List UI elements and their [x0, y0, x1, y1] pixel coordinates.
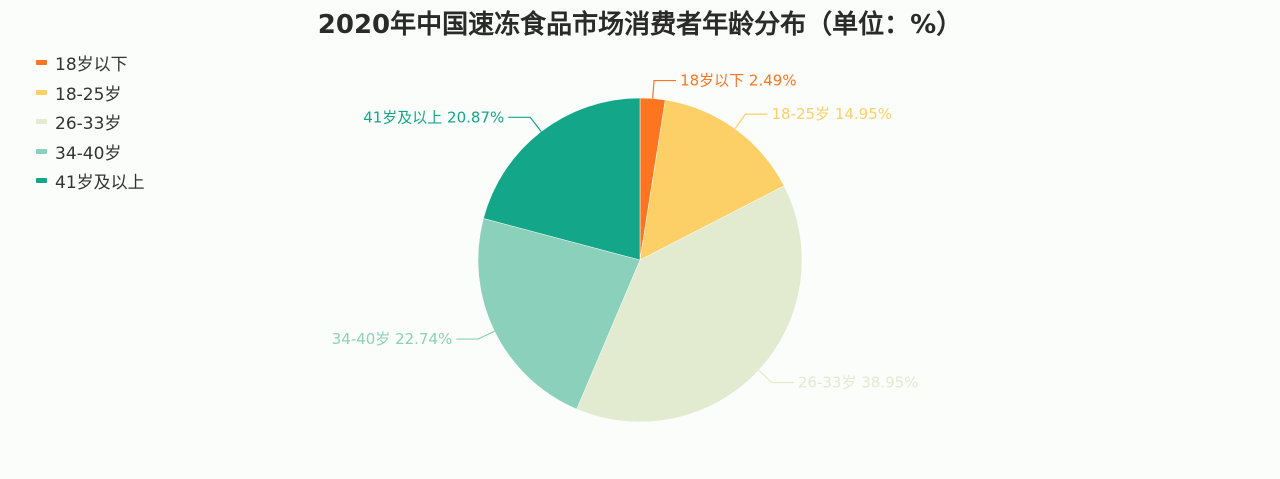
- pie-slice[interactable]: [483, 97, 641, 261]
- legend-label: 26-33岁: [55, 114, 122, 135]
- data-label: 41岁及以上 20.87%: [363, 108, 504, 126]
- legend-label: 18岁以下: [55, 55, 128, 76]
- data-label: 18岁以下 2.49%: [680, 72, 797, 90]
- legend-swatch: [36, 89, 47, 95]
- legend-item[interactable]: 18岁以下: [36, 48, 145, 78]
- data-label: 18-25岁 14.95%: [771, 105, 892, 123]
- legend-label: 34-40岁: [55, 143, 122, 164]
- label-leader-line: [508, 116, 542, 132]
- legend-item[interactable]: 41岁及以上: [36, 166, 145, 196]
- label-leader-line: [652, 79, 677, 99]
- data-label: 34-40岁 22.74%: [332, 330, 453, 348]
- legend-swatch: [36, 178, 47, 184]
- legend-swatch: [36, 119, 47, 125]
- legend-item[interactable]: 18-25岁: [36, 78, 145, 108]
- legend-swatch: [36, 148, 47, 154]
- pie-slice[interactable]: [477, 218, 641, 410]
- pie-slice[interactable]: [576, 185, 803, 423]
- data-label: 26-33岁 38.95%: [798, 374, 919, 392]
- label-leader-line: [758, 369, 794, 384]
- label-leader-line: [456, 330, 495, 340]
- legend-swatch: [36, 60, 47, 66]
- legend: 18岁以下 18-25岁 26-33岁 34-40岁 41岁及以上: [36, 48, 145, 196]
- pie-slice[interactable]: [639, 99, 785, 261]
- label-leader-line: [734, 113, 768, 130]
- chart-title: 2020年中国速冻食品市场消费者年龄分布（单位：%）: [317, 10, 963, 40]
- legend-item[interactable]: 26-33岁: [36, 107, 145, 137]
- legend-label: 41岁及以上: [55, 173, 145, 194]
- legend-label: 18-25岁: [55, 84, 122, 105]
- legend-item[interactable]: 34-40岁: [36, 137, 145, 167]
